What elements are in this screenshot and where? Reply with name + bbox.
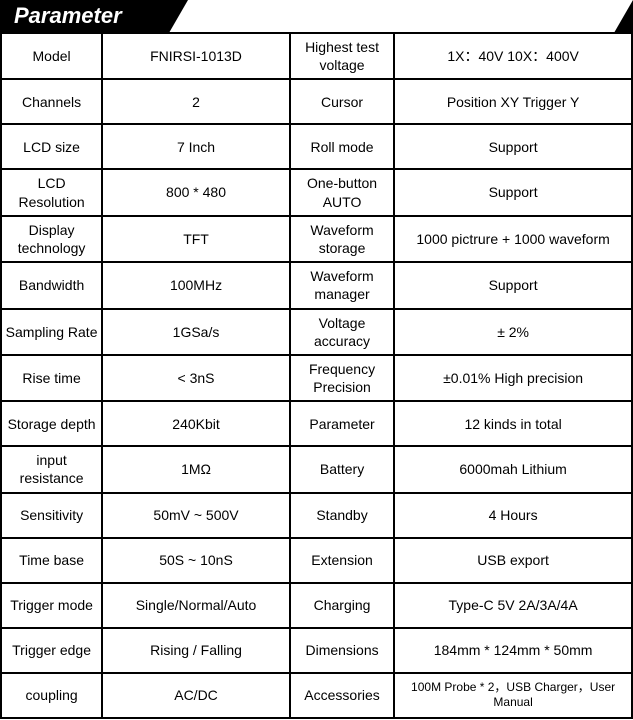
table-cell: USB export [394, 538, 632, 583]
table-row: Bandwidth100MHzWaveform managerSupport [1, 262, 632, 308]
table-cell: AC/DC [102, 673, 290, 718]
table-row: input resistance1MΩBattery6000mah Lithiu… [1, 446, 632, 492]
table-row: LCD Resolution800 * 480One-button AUTOSu… [1, 169, 632, 215]
table-cell: coupling [1, 673, 102, 718]
table-cell: 6000mah Lithium [394, 446, 632, 492]
table-cell: 2 [102, 79, 290, 124]
table-cell: 1000 pictrure + 1000 waveform [394, 216, 632, 262]
table-cell: Channels [1, 79, 102, 124]
table-cell: Cursor [290, 79, 394, 124]
table-cell: Rise time [1, 355, 102, 401]
table-row: Display technologyTFTWaveform storage100… [1, 216, 632, 262]
table-cell: Highest test voltage [290, 33, 394, 79]
table-cell: 1MΩ [102, 446, 290, 492]
table-cell: 100MHz [102, 262, 290, 308]
table-row: LCD size7 InchRoll modeSupport [1, 124, 632, 169]
table-cell: Waveform manager [290, 262, 394, 308]
table-row: Rise time< 3nSFrequency Precision±0.01% … [1, 355, 632, 401]
table-cell: LCD Resolution [1, 169, 102, 215]
table-cell: Storage depth [1, 401, 102, 446]
table-cell: Position XY Trigger Y [394, 79, 632, 124]
table-cell: 100M Probe * 2，USB Charger，User Manual [394, 673, 632, 718]
table-cell: Trigger edge [1, 628, 102, 673]
table-row: Channels2CursorPosition XY Trigger Y [1, 79, 632, 124]
table-cell: 12 kinds in total [394, 401, 632, 446]
table-cell: Voltage accuracy [290, 309, 394, 355]
table-row: Sampling Rate1GSa/sVoltage accuracy± 2% [1, 309, 632, 355]
table-cell: Time base [1, 538, 102, 583]
table-cell: ±0.01% High precision [394, 355, 632, 401]
table-cell: Standby [290, 493, 394, 538]
parameter-table: ModelFNIRSI-1013DHighest test voltage1X：… [0, 32, 633, 719]
table-cell: Support [394, 262, 632, 308]
table-cell: 184mm * 124mm * 50mm [394, 628, 632, 673]
table-cell: Battery [290, 446, 394, 492]
table-cell: Support [394, 169, 632, 215]
table-cell: Parameter [290, 401, 394, 446]
table-cell: One-button AUTO [290, 169, 394, 215]
table-cell: Bandwidth [1, 262, 102, 308]
table-cell: Single/Normal/Auto [102, 583, 290, 628]
table-row: couplingAC/DCAccessories100M Probe * 2，U… [1, 673, 632, 718]
table-cell: Extension [290, 538, 394, 583]
table-cell: 800 * 480 [102, 169, 290, 215]
table-cell: 7 Inch [102, 124, 290, 169]
table-cell: input resistance [1, 446, 102, 492]
table-cell: Support [394, 124, 632, 169]
table-row: Trigger modeSingle/Normal/AutoChargingTy… [1, 583, 632, 628]
table-cell: Model [1, 33, 102, 79]
parameter-title: Parameter [0, 0, 633, 32]
table-cell: 1X：40V 10X：400V [394, 33, 632, 79]
table-cell: < 3nS [102, 355, 290, 401]
table-cell: Sampling Rate [1, 309, 102, 355]
table-cell: Type-C 5V 2A/3A/4A [394, 583, 632, 628]
table-cell: Rising / Falling [102, 628, 290, 673]
table-cell: TFT [102, 216, 290, 262]
table-cell: Dimensions [290, 628, 394, 673]
table-row: Time base50S ~ 10nSExtensionUSB export [1, 538, 632, 583]
table-cell: Roll mode [290, 124, 394, 169]
table-row: ModelFNIRSI-1013DHighest test voltage1X：… [1, 33, 632, 79]
parameter-header: Parameter [0, 0, 633, 32]
table-cell: 4 Hours [394, 493, 632, 538]
table-cell: 50mV ~ 500V [102, 493, 290, 538]
table-cell: 50S ~ 10nS [102, 538, 290, 583]
table-cell: Sensitivity [1, 493, 102, 538]
table-row: Storage depth240KbitParameter12 kinds in… [1, 401, 632, 446]
table-row: Sensitivity50mV ~ 500VStandby4 Hours [1, 493, 632, 538]
table-cell: Charging [290, 583, 394, 628]
table-cell: LCD size [1, 124, 102, 169]
table-cell: Display technology [1, 216, 102, 262]
table-cell: Waveform storage [290, 216, 394, 262]
table-cell: 1GSa/s [102, 309, 290, 355]
table-cell: Frequency Precision [290, 355, 394, 401]
table-cell: Accessories [290, 673, 394, 718]
table-cell: 240Kbit [102, 401, 290, 446]
table-cell: FNIRSI-1013D [102, 33, 290, 79]
table-row: Trigger edgeRising / FallingDimensions18… [1, 628, 632, 673]
table-cell: ± 2% [394, 309, 632, 355]
table-cell: Trigger mode [1, 583, 102, 628]
